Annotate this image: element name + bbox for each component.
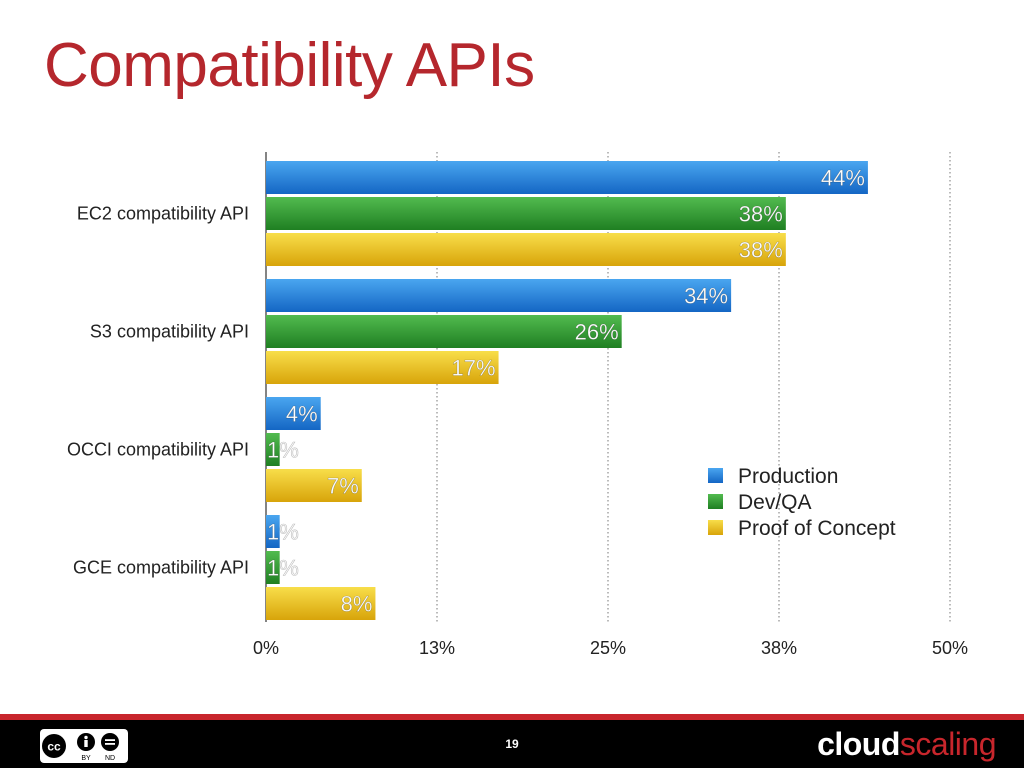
- legend: Production Dev/QA Proof of Concept: [708, 465, 896, 540]
- bar-production: [266, 397, 321, 430]
- footer-bar: cc BY ND 19 cloudscaling: [0, 714, 1024, 768]
- bar-devqa: [266, 197, 786, 230]
- x-tick-label: 50%: [932, 638, 968, 658]
- bar-poc: [266, 351, 499, 384]
- legend-swatch-poc: [708, 520, 723, 535]
- nd-label: ND: [105, 755, 115, 762]
- no-derivatives-icon: [101, 733, 119, 751]
- legend-label: Dev/QA: [738, 491, 812, 514]
- cc-icon-text: cc: [47, 740, 61, 754]
- data-label: 44%: [821, 166, 865, 191]
- cc-icon: [42, 734, 66, 758]
- bar-devqa: [266, 551, 280, 584]
- category-label: EC2 compatibility API: [77, 204, 249, 224]
- bar-production: [266, 515, 280, 548]
- bar-poc: [266, 587, 376, 620]
- data-label: 4%: [286, 402, 318, 427]
- category-label: GCE compatibility API: [73, 558, 249, 578]
- brand-logo-part1: cloud: [817, 726, 900, 762]
- by-label: BY: [81, 755, 91, 762]
- data-label: 38%: [739, 202, 783, 227]
- category-label: OCCI compatibility API: [67, 440, 249, 460]
- cc-license-badge: cc BY ND: [40, 729, 128, 763]
- bar-production: [266, 161, 868, 194]
- bars: 44% 38% 38% 34% 26% 17% 4% 1% 7% 1% 1% 8%: [266, 161, 868, 620]
- legend-label: Proof of Concept: [738, 517, 896, 540]
- data-label: 8%: [341, 592, 373, 617]
- brand-logo-part2: scaling: [899, 726, 997, 762]
- data-label: 1%: [267, 520, 299, 545]
- bar-production: [266, 279, 732, 312]
- data-label: 1%: [267, 556, 299, 581]
- data-label: 1%: [267, 438, 299, 463]
- page-number: 19: [505, 737, 519, 751]
- data-label: 34%: [684, 284, 728, 309]
- x-tick-label: 0%: [253, 638, 279, 658]
- x-tick-label: 25%: [590, 638, 626, 658]
- bar-chart: 44% 38% 38% 34% 26% 17% 4% 1% 7% 1% 1% 8% EC2 compa…: [67, 152, 968, 658]
- category-label: S3 compatibility API: [90, 322, 249, 342]
- bar-devqa: [266, 315, 622, 348]
- x-tick-label: 13%: [419, 638, 455, 658]
- bar-poc: [266, 233, 786, 266]
- legend-label: Production: [738, 465, 838, 488]
- legend-swatch-production: [708, 468, 723, 483]
- data-label: 26%: [575, 320, 619, 345]
- slide-title: Compatibility APIs: [44, 31, 535, 100]
- legend-swatch-devqa: [708, 494, 723, 509]
- x-tick-label: 38%: [761, 638, 797, 658]
- bar-poc: [266, 469, 362, 502]
- data-label: 38%: [739, 238, 783, 263]
- bar-devqa: [266, 433, 280, 466]
- data-label: 17%: [452, 356, 496, 381]
- brand-logo: cloudscaling: [817, 726, 996, 763]
- data-label: 7%: [327, 474, 359, 499]
- category-labels: EC2 compatibility API S3 compatibility AP…: [67, 204, 249, 578]
- x-axis-ticks: 0% 13% 25% 38% 50%: [253, 638, 968, 658]
